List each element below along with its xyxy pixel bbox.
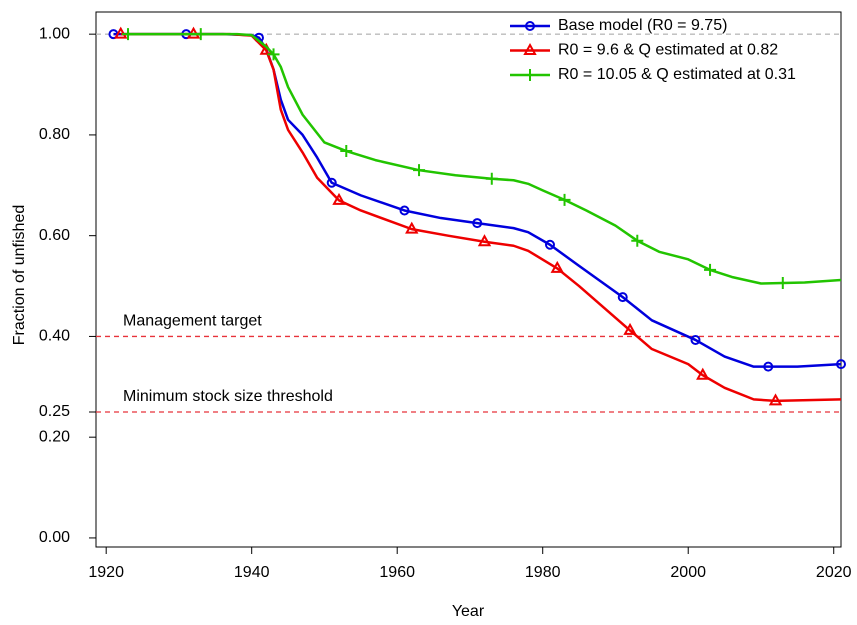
marker xyxy=(763,361,774,372)
plot-frame xyxy=(95,11,842,548)
marker xyxy=(550,260,564,273)
x-tick-label: 2020 xyxy=(816,564,852,581)
marker xyxy=(836,359,846,370)
legend-marker xyxy=(524,69,536,81)
x-tick-label: 2000 xyxy=(670,564,706,581)
marker xyxy=(631,234,644,247)
y-axis-title: Fraction of unfished xyxy=(11,205,28,346)
legend-label: Base model (R0 = 9.75) xyxy=(558,17,727,34)
x-axis-title: Year xyxy=(452,603,485,620)
x-tick-label: 1920 xyxy=(88,564,124,581)
legend-marker xyxy=(523,42,537,55)
y-tick-label: 0.25 xyxy=(39,403,70,420)
marker xyxy=(477,234,492,247)
y-tick-label: 0.40 xyxy=(39,328,70,345)
marker xyxy=(122,28,135,41)
marker xyxy=(194,28,207,41)
marker xyxy=(704,263,717,276)
marker xyxy=(399,205,410,216)
marker xyxy=(340,145,353,158)
y-tick-label: 0.60 xyxy=(39,227,70,244)
x-tick-label: 1960 xyxy=(379,564,415,581)
marker xyxy=(326,177,337,188)
reference-label: Minimum stock size threshold xyxy=(123,388,333,405)
x-tick-label: 1980 xyxy=(525,564,561,581)
y-tick-label: 0.20 xyxy=(39,428,70,445)
marker xyxy=(558,193,571,206)
x-tick-label: 1940 xyxy=(234,564,270,581)
marker xyxy=(485,172,498,185)
marker xyxy=(776,277,789,290)
legend-label: R0 = 10.05 & Q estimated at 0.31 xyxy=(558,66,796,83)
series-line xyxy=(120,32,842,403)
y-tick-label: 0.80 xyxy=(39,126,70,143)
marker xyxy=(472,218,483,229)
series-line xyxy=(113,32,842,368)
marker xyxy=(544,239,555,250)
marker xyxy=(332,192,346,205)
marker xyxy=(405,221,419,234)
marker xyxy=(690,334,701,345)
legend-label: R0 = 9.6 & Q estimated at 0.82 xyxy=(558,42,778,59)
y-tick-label: 0.00 xyxy=(39,529,70,546)
marker xyxy=(617,292,628,303)
marker xyxy=(267,48,280,61)
y-tick-label: 1.00 xyxy=(39,25,70,42)
marker xyxy=(413,164,426,177)
legend-marker xyxy=(525,21,535,31)
marker xyxy=(623,322,637,335)
marker xyxy=(768,393,783,406)
marker xyxy=(696,367,710,380)
reference-label: Management target xyxy=(123,313,262,330)
marker xyxy=(114,26,128,39)
